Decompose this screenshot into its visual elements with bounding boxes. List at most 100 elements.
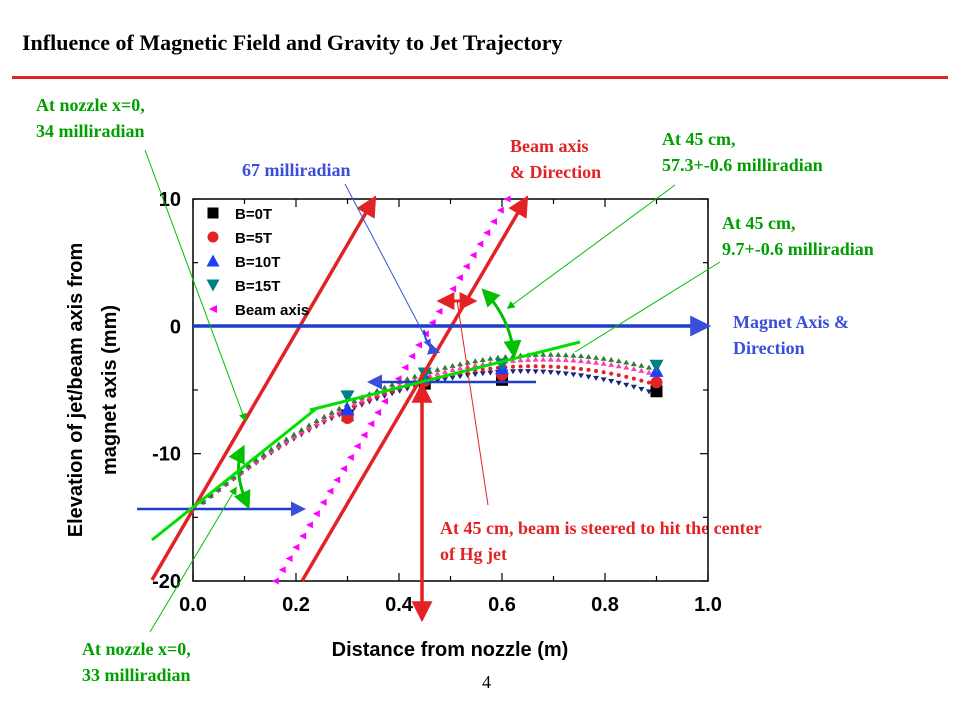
note-steer-line2: of Hg jet xyxy=(440,544,507,564)
curve-dot xyxy=(630,366,637,372)
curve-dot xyxy=(457,361,464,367)
curve-dot xyxy=(570,357,577,363)
beam-axis-point xyxy=(462,262,470,270)
beam-axis-point xyxy=(469,251,477,259)
note-beam-axis-line1: Beam axis xyxy=(510,136,589,156)
curve-dot xyxy=(577,353,584,359)
curve-dot xyxy=(336,405,343,411)
curve-dot xyxy=(547,351,554,357)
curve-dot xyxy=(488,366,493,371)
curve-dot xyxy=(449,375,456,381)
curve-dot xyxy=(577,358,584,364)
curve-dot xyxy=(518,364,523,369)
curve-dot xyxy=(578,366,583,371)
beam-axis-point xyxy=(333,476,341,484)
curve-dot xyxy=(615,358,622,364)
red-line-left xyxy=(150,195,377,581)
curve-dot xyxy=(472,362,479,368)
curve-dot xyxy=(547,356,554,362)
beam-axis-point xyxy=(292,543,300,551)
curve-dot xyxy=(434,370,441,376)
x-tick-label: 0.8 xyxy=(591,594,619,616)
curve-dot xyxy=(646,380,651,385)
curve-dot xyxy=(381,384,388,390)
note-45cm-a-line2: 57.3+-0.6 milliradian xyxy=(662,155,823,175)
y-tick-labels: 10 0 -10 -20 xyxy=(152,189,181,593)
curve-dot xyxy=(563,365,568,370)
curve-dot xyxy=(215,486,222,492)
data-point xyxy=(650,376,663,389)
curve-dot xyxy=(525,356,532,362)
curve-dot xyxy=(260,451,267,457)
curve-dot xyxy=(577,373,584,379)
angle-arc-nozzle xyxy=(228,444,251,510)
x-axis-label: Distance from nozzle (m) xyxy=(332,639,569,661)
beam-axis-point xyxy=(374,408,382,416)
curve-dot xyxy=(624,374,629,379)
data-point xyxy=(650,385,663,398)
curve-dot xyxy=(306,422,313,428)
curve-dot xyxy=(645,389,652,395)
curve-dot xyxy=(593,354,600,360)
leader-nozzle-top xyxy=(144,149,247,422)
curve-dot xyxy=(457,365,464,371)
curve-dot xyxy=(290,431,297,437)
legend-marker xyxy=(206,279,220,292)
curve-dot xyxy=(608,379,615,385)
curve-dot xyxy=(328,409,335,415)
curve-dot xyxy=(615,363,622,369)
overlay-arrows xyxy=(137,149,721,633)
beam-axis-point xyxy=(278,566,286,574)
curve-dot xyxy=(442,377,449,383)
legend-label: B=0T xyxy=(235,206,272,223)
legend-label: B=10T xyxy=(235,254,280,271)
note-steer-line1: At 45 cm, beam is steered to hit the cen… xyxy=(440,518,762,538)
curve-dot xyxy=(594,369,599,374)
curve-dot xyxy=(593,375,600,381)
beam-axis-point xyxy=(476,240,484,248)
curve-dot xyxy=(540,356,547,362)
beam-axis-point xyxy=(326,487,334,495)
curve-dot xyxy=(487,355,494,361)
curve-dot xyxy=(321,413,328,419)
curve-dot xyxy=(358,397,365,403)
curve-dot xyxy=(404,376,411,382)
curve-dot xyxy=(517,369,524,375)
curve-dot xyxy=(555,351,562,357)
angle-arc-45 xyxy=(481,288,522,359)
curve-dot xyxy=(283,436,290,442)
curve-dot xyxy=(562,357,569,363)
note-magnet-axis-line1: Magnet Axis & xyxy=(733,312,849,332)
beam-axis-point xyxy=(435,307,443,315)
note-nozzle-bottom: At nozzle x=0, 33 milliradian xyxy=(82,636,191,688)
y-axis-label-line2: magnet axis (mm) xyxy=(99,305,121,475)
curve-dot xyxy=(585,353,592,359)
red-line-right xyxy=(300,195,529,582)
note-nozzle-top: At nozzle x=0, 34 milliradian xyxy=(36,92,145,144)
curve-dot xyxy=(548,364,553,369)
curve-dot xyxy=(449,367,456,373)
curve-dot xyxy=(638,367,645,373)
note-beam-axis-line2: & Direction xyxy=(510,162,602,182)
curve-dot xyxy=(396,388,403,394)
note-67-mrad-text: 67 milliradian xyxy=(242,160,351,180)
curve-dot xyxy=(442,364,449,370)
curve-dot xyxy=(571,366,576,371)
y-tick-label: 10 xyxy=(159,189,181,211)
curve-dot xyxy=(601,370,606,375)
y-tick-label: 0 xyxy=(170,316,181,338)
note-magnet-axis-line2: Direction xyxy=(733,338,805,358)
x-tick-label: 0.6 xyxy=(488,594,516,616)
curve-dot xyxy=(389,381,396,387)
curve-dot xyxy=(328,412,335,418)
curve-dot xyxy=(411,373,418,379)
curve-dot xyxy=(509,369,516,375)
curve-dot xyxy=(525,369,532,375)
curve-dot xyxy=(608,356,615,362)
note-45cm-b: At 45 cm, 9.7+-0.6 milliradian xyxy=(722,210,874,262)
data-point xyxy=(340,402,355,416)
beam-axis-point xyxy=(305,521,313,529)
beam-axis-point xyxy=(353,442,361,450)
legend: B=0T B=5T B=10T B=15T Beam axis xyxy=(206,206,309,319)
curve-dot xyxy=(464,359,471,365)
